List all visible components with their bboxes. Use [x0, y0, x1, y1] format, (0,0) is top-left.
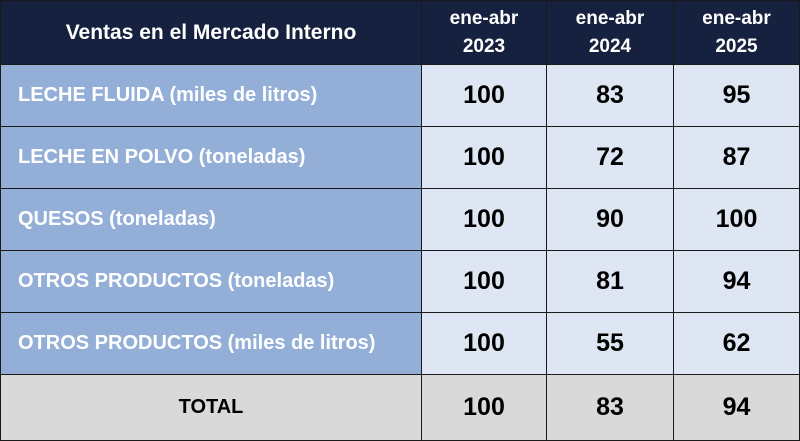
table-cell: 100: [422, 65, 547, 127]
table-cell: 90: [547, 189, 674, 251]
column-header-year: 2024: [588, 35, 632, 57]
table-cell: 100: [422, 127, 547, 189]
table-cell: 55: [547, 313, 674, 375]
table-cell: 81: [547, 251, 674, 313]
total-cell: 94: [674, 375, 799, 440]
column-header-period: ene-abr: [575, 7, 645, 29]
row-label-quesos: QUESOS (toneladas): [1, 189, 422, 251]
total-row-label: TOTAL: [1, 375, 422, 440]
column-header-period: ene-abr: [449, 7, 519, 29]
table-cell: 87: [674, 127, 799, 189]
column-header-2025: ene-abr 2025: [674, 1, 799, 65]
column-header-2024: ene-abr 2024: [547, 1, 674, 65]
table-cell: 95: [674, 65, 799, 127]
total-cell: 100: [422, 375, 547, 440]
table-cell: 100: [674, 189, 799, 251]
column-header-2023: ene-abr 2023: [422, 1, 547, 65]
row-label-leche-fluida: LECHE FLUIDA (miles de litros): [1, 65, 422, 127]
row-label-leche-en-polvo: LECHE EN POLVO (toneladas): [1, 127, 422, 189]
table-title: Ventas en el Mercado Interno: [1, 1, 422, 65]
row-label-otros-productos-toneladas: OTROS PRODUCTOS (toneladas): [1, 251, 422, 313]
total-cell: 83: [547, 375, 674, 440]
column-header-year: 2023: [462, 35, 506, 57]
column-header-year: 2025: [715, 35, 758, 57]
table-cell: 100: [422, 251, 547, 313]
row-label-otros-productos-litros: OTROS PRODUCTOS (miles de litros): [1, 313, 422, 375]
table-cell: 100: [422, 313, 547, 375]
table-cell: 72: [547, 127, 674, 189]
table-cell: 62: [674, 313, 799, 375]
table-cell: 94: [674, 251, 799, 313]
table-cell: 83: [547, 65, 674, 127]
table-cell: 100: [422, 189, 547, 251]
column-header-period: ene-abr: [702, 7, 771, 29]
